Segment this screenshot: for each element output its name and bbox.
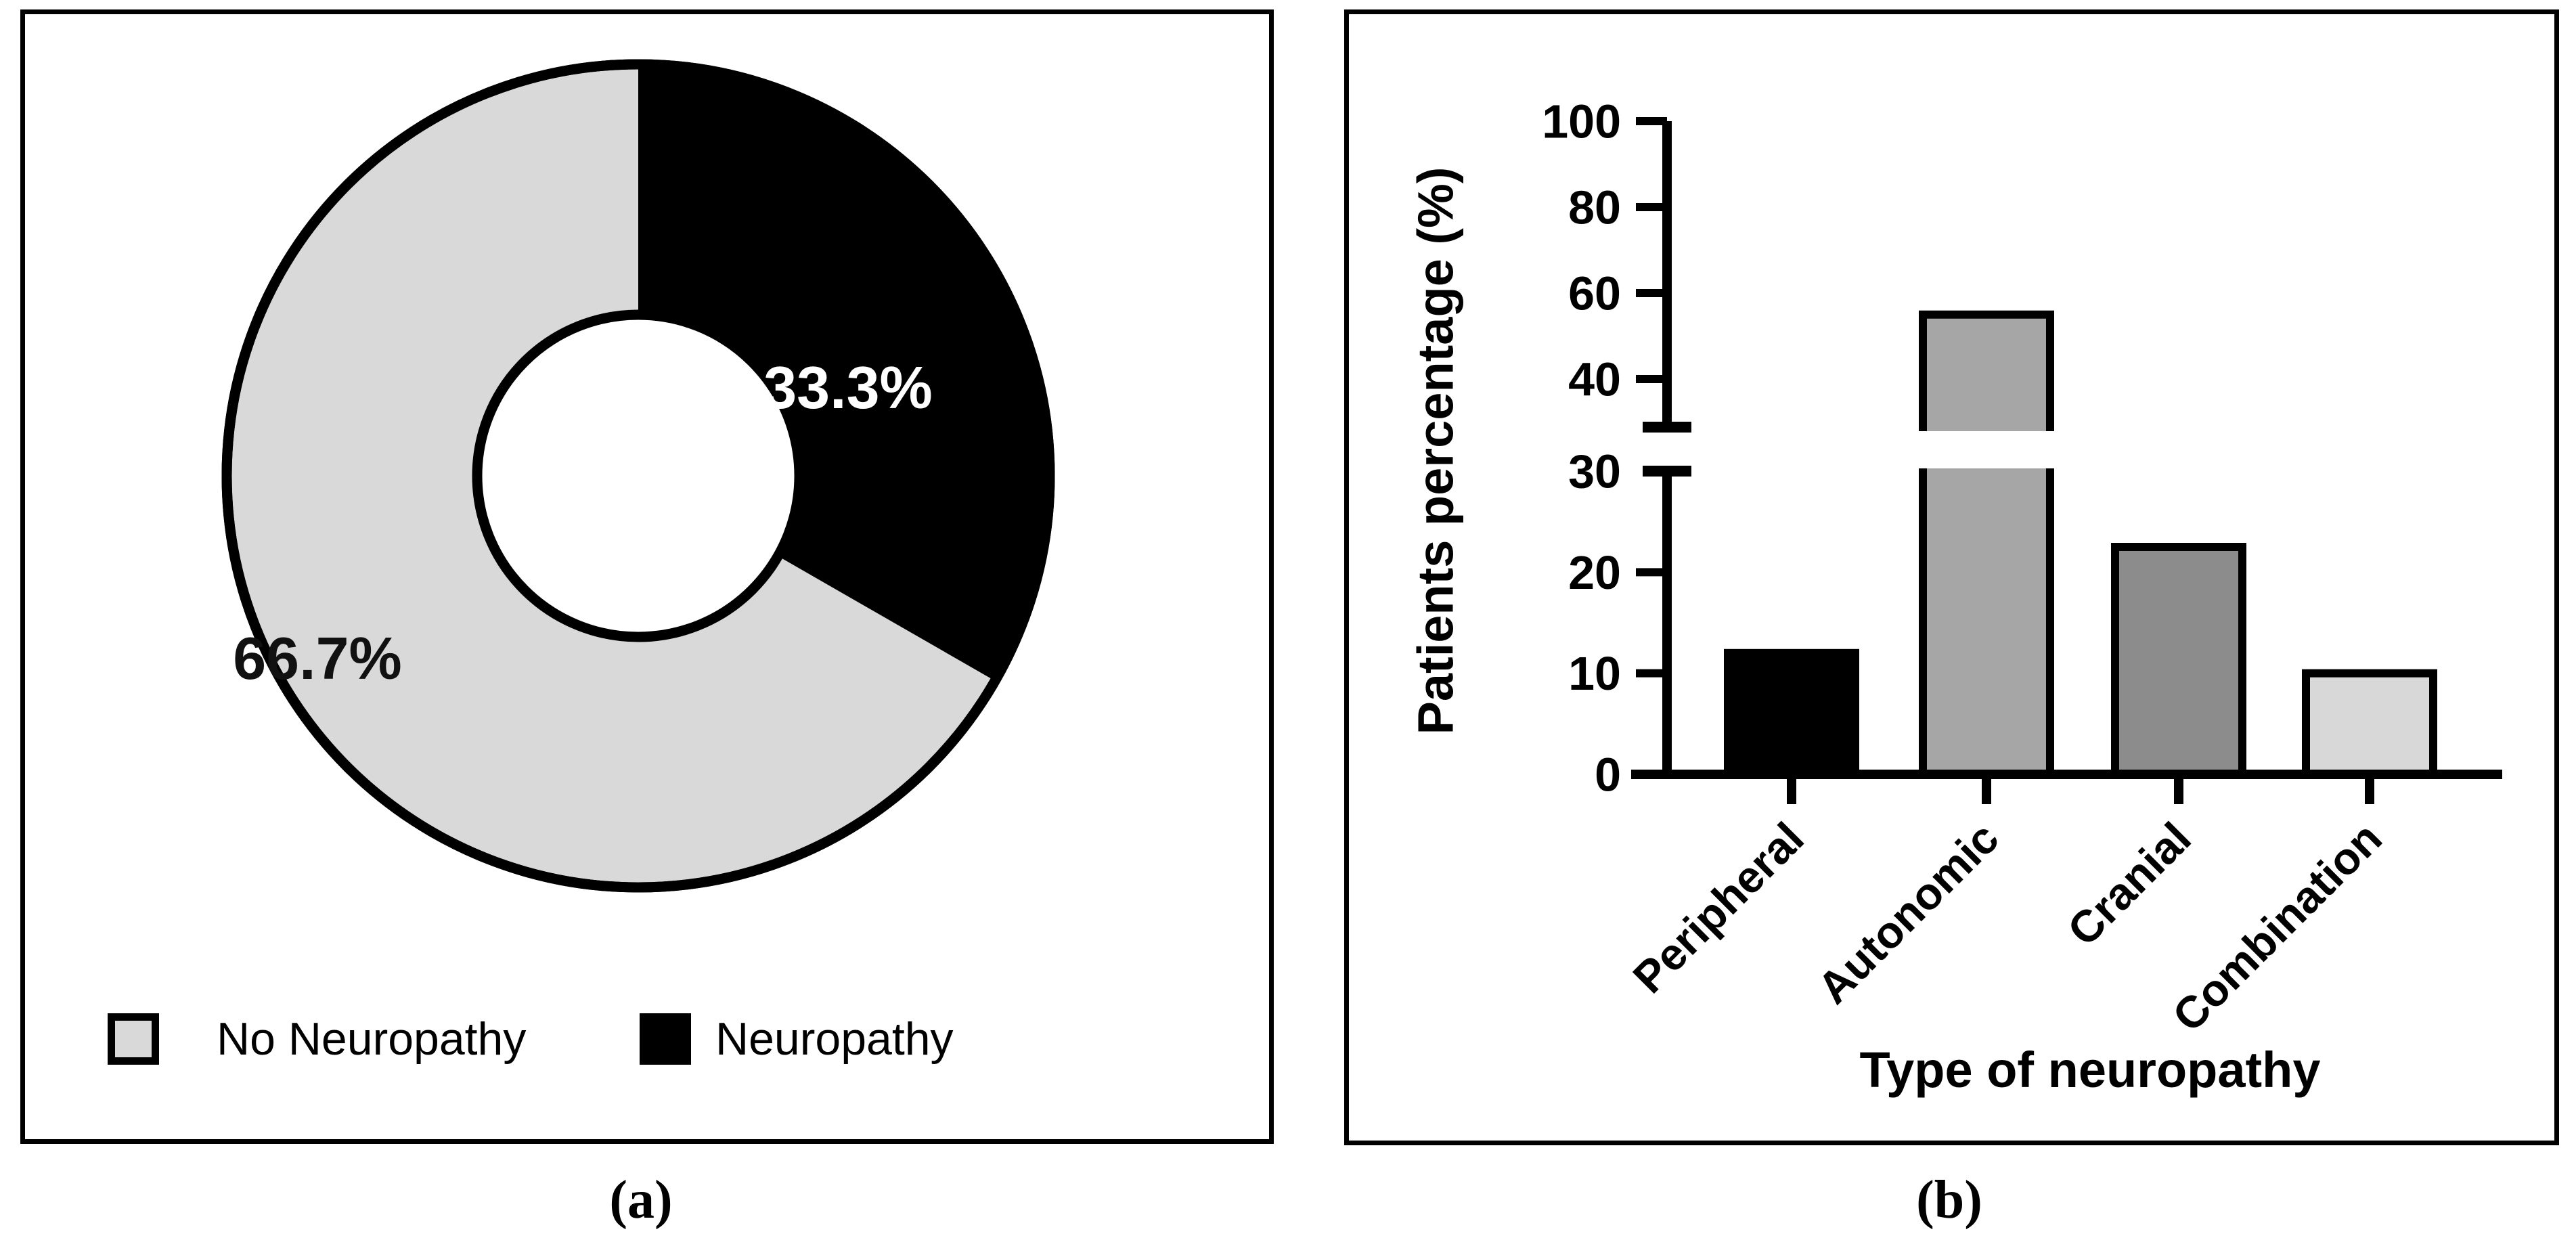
axis-break-band: [1916, 431, 2057, 468]
slice-value-label-neuropathy: 33.3%: [763, 354, 933, 421]
panel-a-donut-chart: 33.3% 66.7% No Neuropathy Neuropathy: [20, 9, 1274, 1144]
y-tick-label: 80: [1568, 181, 1621, 234]
bar-autonomic: [1919, 310, 2054, 778]
y-tick-label: 30: [1568, 445, 1621, 498]
caption-b: (b): [1916, 1170, 1982, 1230]
x-axis-title: Type of neuropathy: [1859, 1042, 2320, 1098]
caption-a: (a): [609, 1170, 673, 1230]
legend-swatch-neuropathy: [640, 1013, 691, 1065]
y-tick-label: 0: [1595, 749, 1621, 801]
bar-combination: [2302, 669, 2437, 779]
x-category-label: Autonomic: [1808, 813, 2008, 1013]
x-category-label: Peripheral: [1623, 813, 1813, 1003]
bar-peripheral: [1724, 648, 1859, 778]
donut-chart: [221, 59, 1055, 893]
legend-label-no-neuropathy: No Neuropathy: [217, 1013, 527, 1065]
y-tick-label: 40: [1568, 353, 1621, 406]
slice-value-label-no-neuropathy: 66.7%: [233, 625, 402, 692]
legend-swatch-no-neuropathy: [108, 1013, 159, 1065]
legend-label-neuropathy: Neuropathy: [715, 1013, 954, 1065]
y-tick-label: 100: [1542, 95, 1621, 148]
y-tick-label: 20: [1568, 546, 1621, 599]
donut-outer-ring: [221, 59, 1055, 893]
x-category-label: Cranial: [2058, 813, 2200, 956]
y-tick-label: 60: [1568, 267, 1621, 320]
bar-cranial: [2111, 543, 2246, 778]
panel-b-bar-chart: Patients percentage (%) 40 60 80 100 30 10 20 0…: [1344, 9, 2559, 1145]
y-tick-label: 10: [1568, 647, 1621, 700]
donut-hole: [472, 309, 805, 642]
